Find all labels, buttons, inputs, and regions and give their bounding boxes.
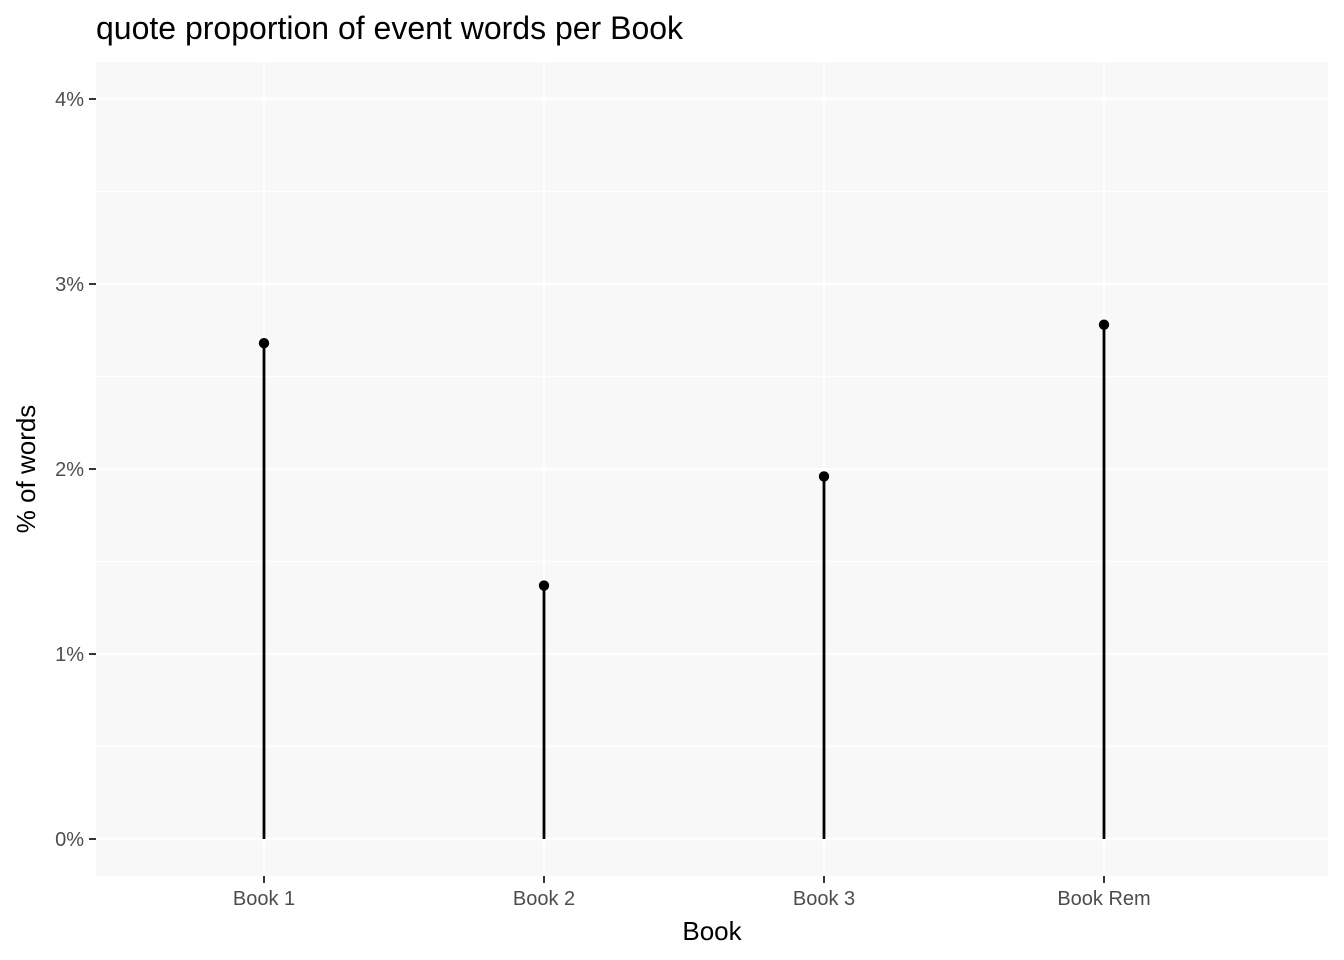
x-tick-label: Book Rem <box>1057 888 1150 910</box>
chart-title: quote proportion of event words per Book <box>96 10 684 46</box>
x-tick-label: Book 1 <box>233 888 295 910</box>
lollipop-point <box>1098 319 1110 330</box>
y-tick-label: 3% <box>55 274 84 296</box>
y-tick-label: 0% <box>55 829 84 851</box>
y-tick-label: 2% <box>55 459 84 481</box>
x-tick-label: Book 2 <box>513 888 575 910</box>
y-axis: 0% 1% 2% 3% 4% <box>55 89 96 851</box>
y-tick-label: 4% <box>55 89 84 111</box>
lollipop-point <box>818 471 830 482</box>
lollipop-point <box>538 580 550 591</box>
x-axis: Book 1 Book 2 Book 3 Book Rem <box>233 876 1151 910</box>
x-tick-label: Book 3 <box>793 888 855 910</box>
y-axis-title: % of words <box>11 405 41 534</box>
x-axis-title: Book <box>682 916 742 946</box>
y-tick-label: 1% <box>55 644 84 666</box>
lollipop-point <box>258 338 270 349</box>
data-marks <box>258 319 1110 839</box>
